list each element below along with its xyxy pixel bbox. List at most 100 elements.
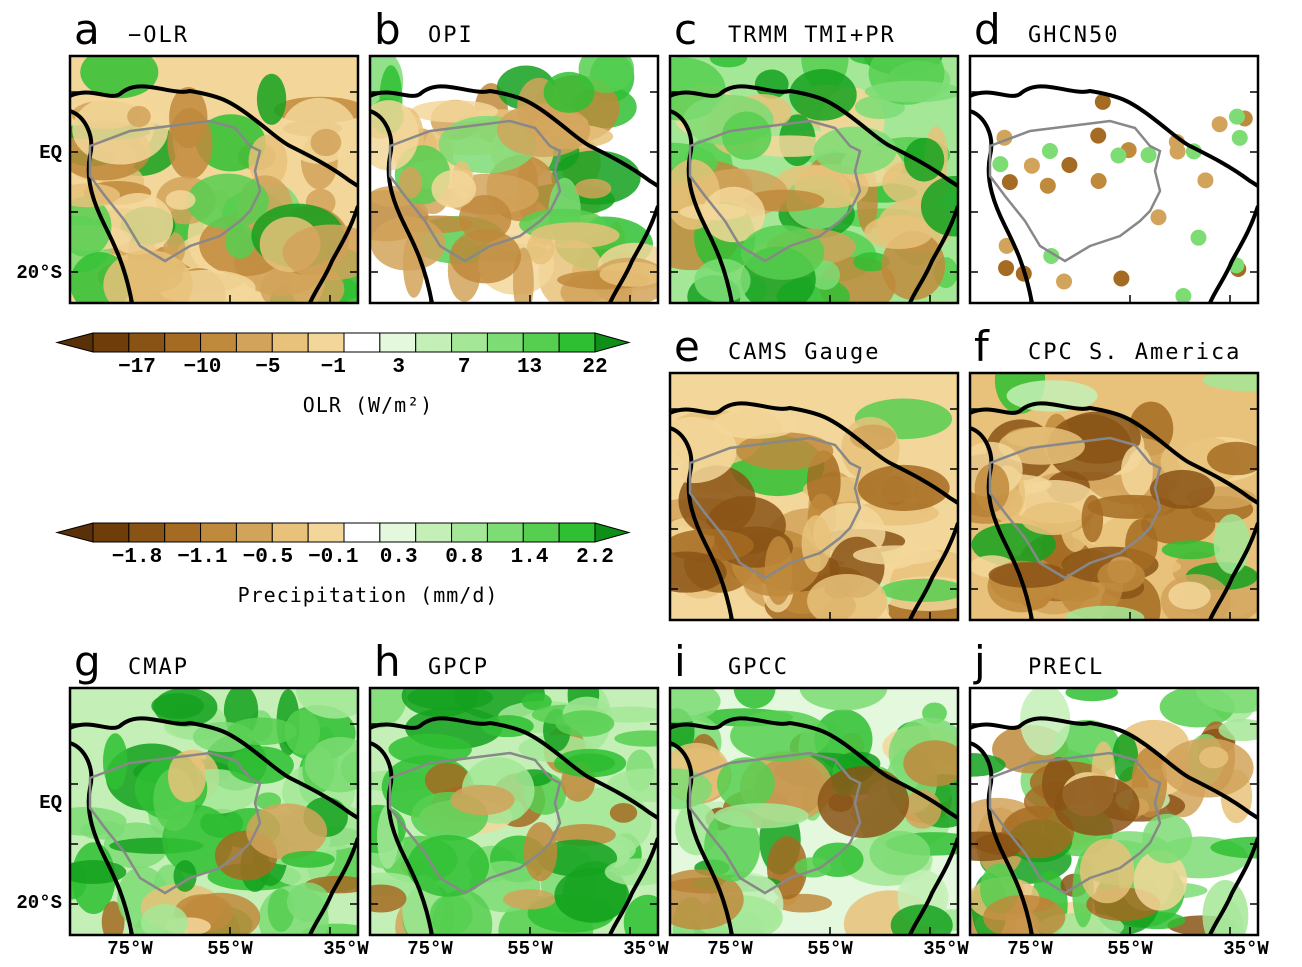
station — [1150, 209, 1167, 226]
field-blob — [429, 894, 473, 935]
field-blob — [151, 693, 204, 719]
field-blob — [743, 189, 825, 212]
basin-outline — [988, 436, 1162, 580]
field-blob — [702, 186, 766, 243]
field-blob — [1168, 581, 1211, 610]
panel-letter: f — [974, 322, 990, 371]
colorbar-segment — [200, 332, 237, 353]
field — [670, 688, 958, 935]
map — [968, 54, 1260, 305]
field-blob — [736, 432, 834, 470]
field-blob — [226, 717, 297, 746]
field-blob — [140, 904, 188, 935]
colorbar-segment — [164, 332, 202, 353]
field-blob — [458, 195, 512, 242]
field-blob — [807, 574, 888, 620]
field-blob — [1210, 836, 1258, 859]
basin-outline — [688, 751, 862, 895]
colorbar-tick-label: 7 — [458, 356, 471, 379]
map-frame — [668, 371, 960, 622]
x-axis-label: 35°W — [323, 938, 369, 960]
station — [1231, 129, 1248, 146]
map-frame — [968, 54, 1260, 305]
basin-outline — [688, 119, 862, 263]
field-blob — [714, 803, 809, 829]
field-blob — [284, 709, 321, 755]
field-blob — [246, 803, 328, 860]
field-blob — [799, 688, 888, 711]
field-blob — [169, 87, 208, 149]
map-frame — [368, 686, 660, 937]
field-blob — [167, 751, 207, 803]
field-blob — [555, 710, 615, 737]
panel-letter: a — [74, 5, 100, 54]
field-blob — [1047, 414, 1132, 481]
x-axis-label: 75°W — [407, 938, 453, 960]
field-blob — [376, 805, 399, 869]
station — [1140, 146, 1157, 163]
station — [1110, 147, 1127, 164]
panel-title: GPCP — [428, 655, 489, 680]
field-blob — [424, 762, 470, 798]
field-blob — [730, 710, 830, 762]
field-blob — [801, 515, 832, 573]
coastline — [670, 401, 958, 620]
map — [968, 686, 1260, 937]
field-blob — [1218, 718, 1258, 742]
basin-outline — [988, 119, 1162, 263]
map — [68, 54, 360, 305]
field-blob — [543, 71, 595, 113]
colorbar-segment — [486, 522, 524, 543]
field-blob — [733, 688, 776, 709]
panel-letter: b — [374, 5, 401, 54]
map-frame — [368, 54, 660, 305]
station — [1001, 174, 1018, 191]
station — [1228, 108, 1245, 125]
field-blob — [709, 56, 748, 68]
y-axis-label: EQ — [39, 142, 62, 164]
field-blob — [853, 252, 890, 272]
station — [1190, 229, 1207, 246]
field-blob — [102, 193, 174, 255]
colorbar-segment — [343, 522, 381, 543]
panel-title: CAMS Gauge — [728, 340, 880, 365]
field-blob — [852, 545, 942, 565]
colorbar-segment — [307, 332, 345, 353]
map — [368, 54, 660, 305]
colorbar-tick-label: −0.1 — [308, 546, 358, 569]
field-blob — [1125, 518, 1158, 570]
colorbar-segment — [522, 522, 560, 543]
panel-letter: d — [974, 5, 1001, 54]
x-axis-label: 55°W — [1107, 938, 1153, 960]
coastline — [970, 401, 1258, 620]
map — [668, 54, 960, 305]
panel-title: TRMM TMI+PR — [728, 23, 896, 48]
field-blob — [716, 757, 775, 810]
colorbar-tick-label: 22 — [582, 356, 607, 379]
x-axis-label: 55°W — [807, 938, 853, 960]
field-blob — [1213, 514, 1250, 575]
field-blob — [102, 733, 128, 790]
colorbar-segment — [415, 332, 453, 353]
field-blob — [670, 417, 737, 484]
x-axis-label: 55°W — [507, 938, 553, 960]
field-blob — [248, 134, 288, 188]
panel-title: −OLR — [128, 23, 189, 48]
field-blob — [614, 730, 658, 747]
field-blob — [256, 73, 287, 125]
colorbar-segment — [271, 332, 309, 353]
field-blob — [983, 894, 1066, 935]
field-blob — [70, 183, 121, 208]
colorbar-segment — [451, 522, 488, 543]
field-blob — [370, 216, 446, 271]
field-blob — [869, 830, 931, 876]
field — [970, 56, 1258, 303]
field-blob — [599, 261, 658, 287]
basin-outline — [388, 751, 562, 895]
field-blob — [1202, 373, 1258, 392]
field-blob — [521, 692, 552, 711]
colorbar-tick-label: 1.4 — [511, 546, 549, 569]
field — [670, 373, 958, 620]
map-frame — [68, 686, 360, 937]
map — [68, 686, 360, 937]
